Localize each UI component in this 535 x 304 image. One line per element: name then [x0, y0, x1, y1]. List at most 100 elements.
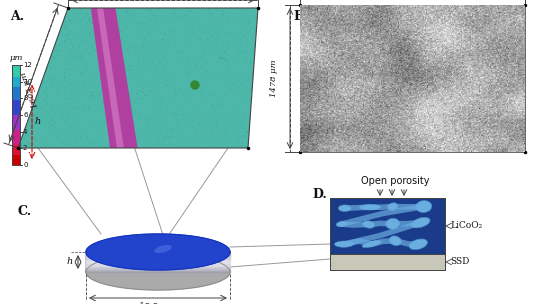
Point	[154, 91, 163, 96]
Point	[48, 79, 56, 84]
Point	[62, 33, 70, 37]
Point	[96, 36, 104, 41]
Point	[127, 42, 135, 47]
Point	[145, 99, 154, 104]
Point	[100, 101, 108, 106]
Point	[144, 80, 152, 85]
Point	[82, 106, 90, 111]
Point	[111, 69, 119, 74]
Point	[96, 13, 104, 18]
Point	[90, 44, 99, 49]
Point	[117, 42, 126, 47]
Point	[89, 83, 97, 88]
Point	[204, 30, 212, 35]
Point	[90, 109, 98, 114]
Point	[236, 55, 244, 60]
Point	[124, 107, 133, 112]
Point	[237, 143, 246, 148]
Point	[111, 32, 119, 37]
Point	[217, 69, 226, 74]
Point	[129, 78, 137, 82]
Point	[111, 44, 119, 49]
Point	[122, 106, 131, 111]
Point	[103, 85, 111, 89]
Point	[189, 110, 197, 115]
Point	[44, 73, 52, 78]
Point	[242, 88, 251, 93]
Point	[230, 42, 239, 47]
Point	[225, 106, 234, 111]
Point	[223, 28, 232, 33]
Point	[134, 74, 142, 79]
Point	[68, 120, 77, 125]
Point	[156, 92, 165, 97]
Point	[38, 102, 47, 107]
Point	[31, 115, 40, 119]
Point	[86, 16, 94, 20]
Point	[166, 34, 174, 39]
Point	[129, 44, 137, 49]
Point	[205, 48, 214, 53]
Point	[71, 67, 79, 72]
Point	[134, 123, 143, 128]
Point	[142, 95, 151, 100]
Point	[247, 15, 255, 19]
Point	[104, 66, 113, 71]
Point	[85, 138, 94, 143]
Point	[50, 85, 58, 90]
Point	[90, 96, 99, 101]
Point	[100, 127, 108, 132]
Point	[221, 10, 230, 15]
Point	[44, 120, 53, 125]
Point	[65, 115, 74, 120]
Point	[58, 47, 67, 51]
Point	[84, 28, 93, 33]
Point	[160, 99, 169, 104]
Point	[121, 69, 129, 74]
Point	[217, 128, 225, 133]
Point	[90, 16, 99, 21]
Point	[205, 125, 214, 130]
Point	[121, 127, 129, 132]
Point	[95, 96, 104, 101]
Point	[207, 12, 216, 16]
Point	[244, 88, 253, 93]
Point	[187, 135, 195, 140]
Point	[220, 34, 229, 39]
Point	[60, 55, 69, 60]
Point	[95, 29, 103, 34]
Point	[157, 29, 166, 34]
Point	[196, 116, 205, 121]
Point	[23, 129, 32, 133]
Point	[105, 59, 114, 64]
Point	[75, 45, 84, 50]
Bar	[330, 254, 445, 270]
Point	[89, 6, 97, 11]
Point	[222, 80, 231, 85]
Point	[85, 28, 93, 33]
Point	[118, 63, 126, 68]
Point	[171, 25, 180, 30]
Point	[118, 127, 127, 132]
Point	[63, 135, 71, 140]
Point	[191, 48, 200, 53]
Point	[156, 47, 164, 52]
Point	[62, 130, 70, 135]
Point	[81, 36, 89, 41]
Point	[207, 65, 216, 70]
Point	[216, 56, 225, 61]
Point	[221, 57, 230, 62]
Point	[170, 97, 178, 102]
Point	[228, 60, 237, 65]
Point	[81, 103, 89, 108]
Point	[90, 32, 98, 37]
Point	[43, 87, 51, 92]
Point	[71, 63, 80, 68]
Point	[116, 28, 125, 33]
Point	[209, 14, 218, 19]
Point	[177, 60, 186, 65]
Point	[224, 18, 232, 22]
Point	[201, 98, 209, 102]
Point	[239, 112, 248, 117]
Point	[175, 48, 184, 53]
